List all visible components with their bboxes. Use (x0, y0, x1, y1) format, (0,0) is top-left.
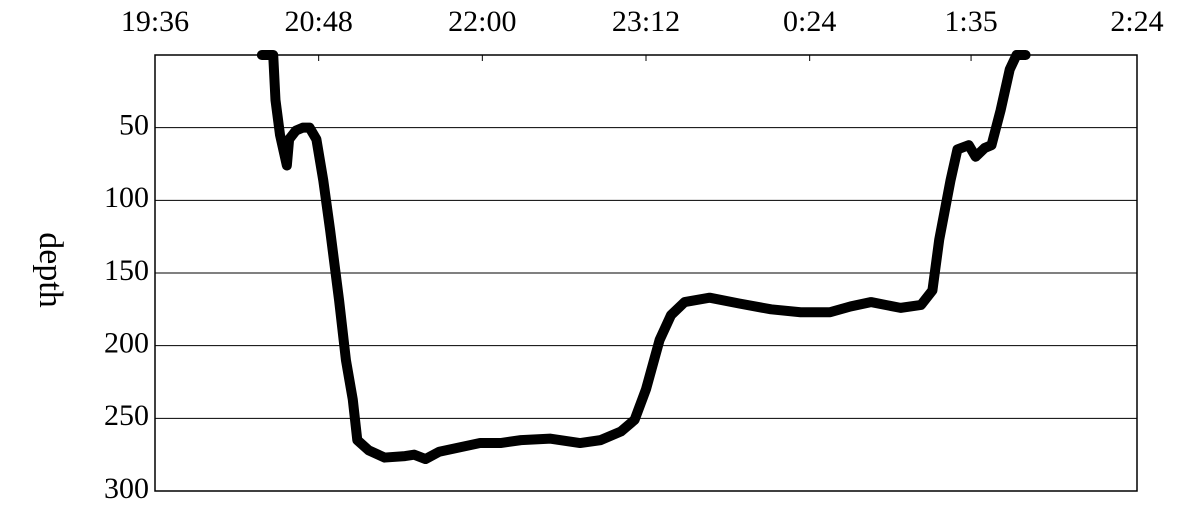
depth-line (256, 50, 1031, 465)
x-tick-label: 1:35 (944, 5, 997, 38)
y-tick-label: 150 (104, 254, 149, 287)
y-tick-label: 250 (104, 399, 149, 432)
x-tick-label: 19:36 (121, 5, 189, 38)
y-axis-label: depth (32, 232, 69, 308)
x-tick-label: 2:24 (1110, 5, 1163, 38)
y-tick-label: 100 (104, 181, 149, 214)
x-tick-label: 20:48 (284, 5, 352, 38)
y-tick-label: 200 (104, 327, 149, 360)
y-tick-label: 300 (104, 472, 149, 505)
y-tick-label: 50 (119, 109, 149, 142)
x-tick-label: 22:00 (448, 5, 516, 38)
x-tick-label: 0:24 (783, 5, 836, 38)
x-tick-label: 23:12 (612, 5, 680, 38)
